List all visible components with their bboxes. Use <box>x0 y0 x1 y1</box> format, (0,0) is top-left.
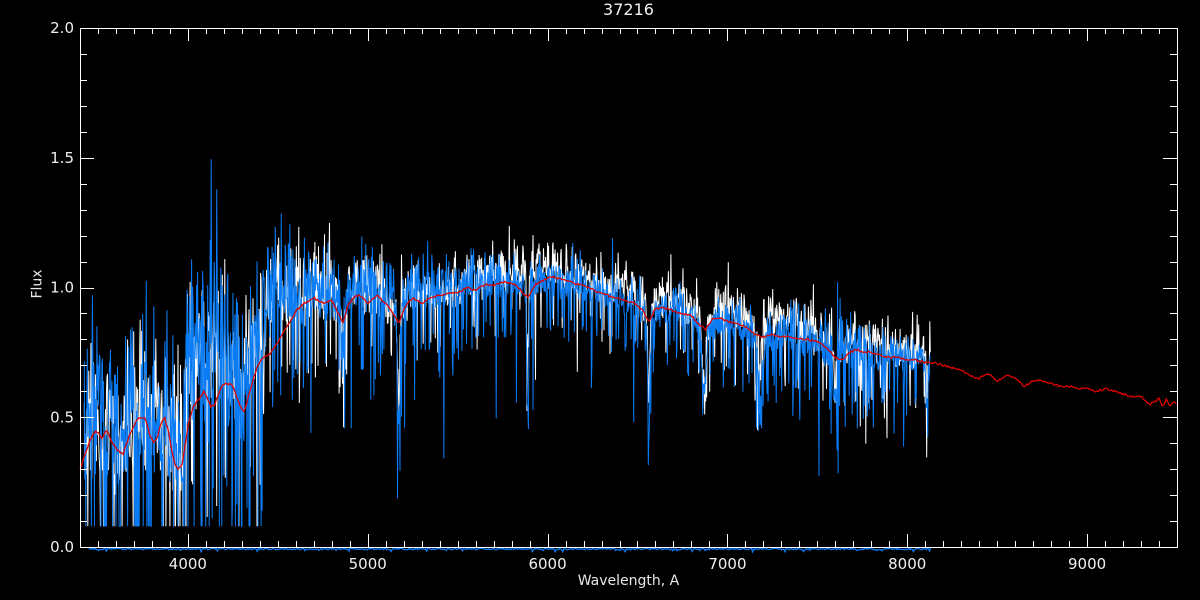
y-tick-label: 2.0 <box>50 19 74 37</box>
y-tick-label: 1.5 <box>50 149 74 167</box>
y-tick-label: 0.5 <box>50 408 74 426</box>
x-tick-label: 5000 <box>349 555 387 573</box>
plot-box <box>80 28 1178 548</box>
fitted-spectrum-blue <box>83 159 931 527</box>
y-axis-label: Flux <box>29 269 46 299</box>
template-spectrum-red <box>79 275 1177 471</box>
plot-title: 37216 <box>603 0 654 19</box>
error-spectrum-blue <box>88 547 932 554</box>
x-axis-label: Wavelength, A <box>577 573 680 589</box>
x-tick-label: 7000 <box>708 555 746 573</box>
y-tick-label: 0.0 <box>50 538 74 556</box>
x-tick-label: 4000 <box>169 555 207 573</box>
x-tick-label: 9000 <box>1068 555 1106 573</box>
y-tick-label: 1.0 <box>50 279 74 297</box>
x-tick-label: 8000 <box>888 555 926 573</box>
x-tick-label: 6000 <box>528 555 566 573</box>
